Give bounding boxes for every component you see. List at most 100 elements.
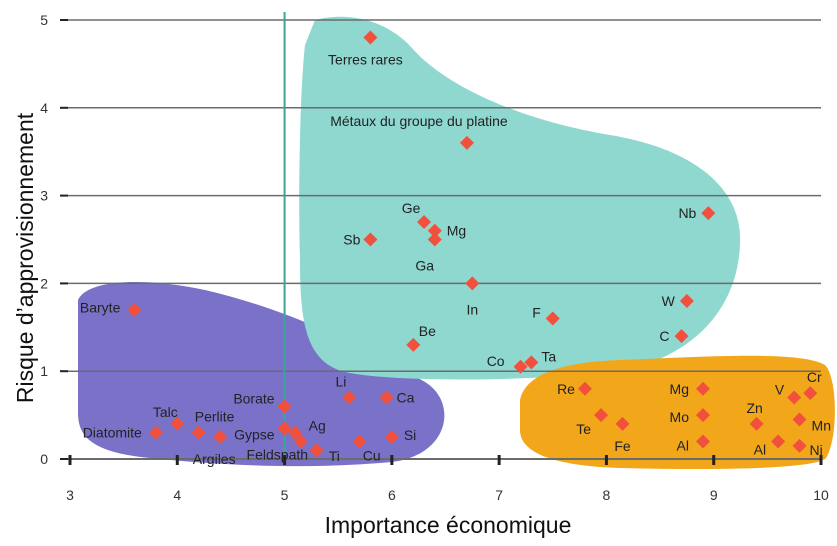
point-label-blue-6: Gypse	[234, 426, 275, 442]
region-teal	[299, 16, 741, 380]
point-label-orange-8: V	[775, 382, 785, 398]
point-marker-teal-10	[545, 311, 560, 326]
x-tick-label-4: 4	[173, 487, 181, 503]
y-tick-label-0: 0	[40, 451, 48, 467]
point-marker-blue-11	[352, 434, 367, 449]
point-marker-teal-5	[363, 232, 378, 247]
point-marker-blue-8	[293, 434, 308, 449]
point-marker-teal-8	[679, 293, 694, 308]
x-tick-label-10: 10	[813, 487, 829, 503]
point-marker-teal-12	[513, 359, 528, 374]
x-tick-label-3: 3	[66, 487, 74, 503]
point-marker-orange-8	[787, 390, 802, 405]
point-marker-blue-2	[170, 416, 185, 431]
x-tick-label-5: 5	[281, 487, 289, 503]
point-marker-teal-2	[417, 214, 432, 229]
point-label-blue-9: Ti	[329, 448, 340, 464]
point-marker-blue-10	[341, 390, 356, 405]
ticks-layer: 3 4 5 6 7 8 9 10 0 1 2 3 4 5	[40, 12, 829, 503]
point-marker-teal-1	[459, 135, 474, 150]
point-marker-orange-7	[771, 434, 786, 449]
point-marker-orange-10	[792, 412, 807, 427]
point-label-orange-6: Zn	[746, 400, 762, 416]
point-marker-teal-7	[701, 206, 716, 221]
x-tick-label-9: 9	[710, 487, 718, 503]
point-marker-orange-11	[792, 438, 807, 453]
y-tick-label-4: 4	[40, 100, 48, 116]
grid-layer	[60, 12, 821, 460]
point-label-teal-5: Sb	[343, 232, 360, 248]
y-axis-title: Risque d’approvisionnement	[12, 112, 38, 403]
points-layer: Baryte Diatomite Talc Perlite Argiles Borate G…	[80, 30, 831, 467]
point-label-blue-8: Ag	[309, 417, 326, 433]
point-marker-orange-5	[695, 434, 710, 449]
x-tick-label-7: 7	[495, 487, 503, 503]
region-blue	[78, 281, 445, 467]
point-marker-orange-9	[803, 386, 818, 401]
point-label-teal-11: Be	[419, 323, 436, 339]
point-marker-blue-9	[309, 443, 324, 458]
point-label-teal-3: Mg	[447, 223, 466, 239]
point-label-orange-4: Mo	[670, 409, 690, 425]
point-label-teal-7: Nb	[678, 205, 696, 221]
point-label-orange-3: Mg	[670, 381, 689, 397]
point-marker-orange-0	[577, 381, 592, 396]
point-label-orange-5: Al	[677, 437, 689, 453]
point-label-teal-10: F	[532, 305, 541, 321]
point-marker-blue-12	[379, 390, 394, 405]
y-tick-label-2: 2	[40, 275, 48, 291]
point-label-teal-2: Ge	[402, 200, 421, 216]
region-orange	[520, 355, 835, 469]
point-label-blue-10: Li	[335, 374, 346, 390]
x-tick-label-8: 8	[603, 487, 611, 503]
point-marker-teal-9	[674, 329, 689, 344]
regions-layer	[78, 16, 835, 469]
point-label-orange-7: Al	[754, 441, 766, 457]
point-label-teal-4: Ga	[415, 258, 434, 274]
point-marker-teal-0	[363, 30, 378, 45]
point-marker-blue-4	[213, 430, 228, 445]
point-label-blue-2: Talc	[153, 404, 178, 420]
point-marker-blue-0	[127, 302, 142, 317]
x-axis-title: Importance économique	[325, 512, 572, 538]
point-marker-orange-2	[615, 416, 630, 431]
point-marker-orange-6	[749, 416, 764, 431]
point-label-teal-1: Métaux du groupe du platine	[330, 113, 508, 129]
point-label-blue-12: Ca	[396, 390, 414, 406]
point-label-orange-2: Fe	[614, 438, 631, 454]
point-marker-orange-3	[695, 381, 710, 396]
point-marker-teal-6	[465, 276, 480, 291]
point-label-blue-7: Feldspath	[247, 447, 308, 463]
point-label-orange-10: Mn	[812, 417, 831, 433]
point-label-blue-5: Borate	[233, 390, 274, 406]
point-label-orange-9: Cr	[807, 369, 822, 385]
y-tick-label-1: 1	[40, 363, 48, 379]
point-label-orange-11: Ni	[810, 442, 823, 458]
point-label-orange-1: Te	[576, 421, 591, 437]
point-marker-blue-1	[148, 425, 163, 440]
point-label-blue-1: Diatomite	[83, 425, 142, 441]
point-marker-orange-1	[594, 408, 609, 423]
point-marker-blue-3	[191, 425, 206, 440]
point-marker-blue-7	[288, 425, 303, 440]
point-label-orange-0: Re	[557, 381, 575, 397]
point-marker-blue-5	[277, 399, 292, 414]
point-marker-teal-3	[427, 223, 442, 238]
x-tick-label-6: 6	[388, 487, 396, 503]
point-label-teal-13: Ta	[541, 348, 556, 364]
point-label-teal-12: Co	[487, 353, 505, 369]
y-tick-label-3: 3	[40, 188, 48, 204]
point-marker-teal-11	[406, 337, 421, 352]
point-marker-orange-4	[695, 408, 710, 423]
point-label-teal-0: Terres rares	[328, 52, 403, 68]
point-label-blue-3: Perlite	[195, 409, 235, 425]
point-marker-blue-6	[277, 421, 292, 436]
point-label-blue-4: Argiles	[193, 451, 236, 467]
point-marker-teal-13	[524, 355, 539, 370]
y-tick-label-5: 5	[40, 12, 48, 28]
point-label-blue-11: Cu	[363, 447, 381, 463]
point-marker-teal-4	[427, 232, 442, 247]
point-label-teal-9: C	[659, 328, 669, 344]
